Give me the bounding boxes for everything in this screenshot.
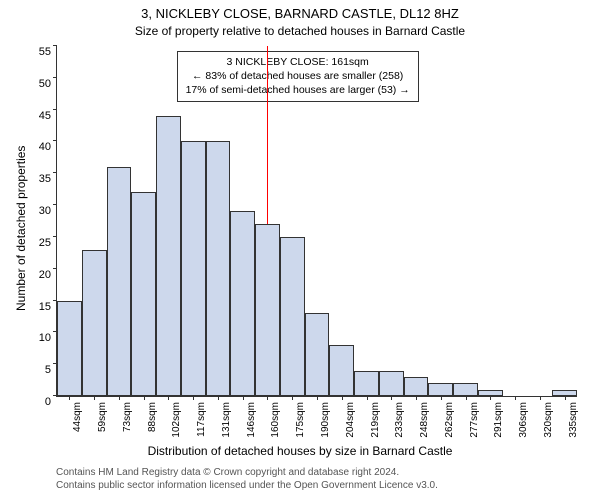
histogram-bar (181, 141, 206, 396)
x-tick-label: 175sqm (295, 402, 306, 438)
x-tick-mark (193, 396, 194, 400)
y-tick-label: 30 (39, 205, 51, 217)
x-tick-label: 291sqm (493, 402, 504, 438)
y-tick-mark (53, 204, 57, 205)
histogram-bar (280, 237, 305, 396)
histogram-bar (230, 211, 255, 396)
x-tick-label: 131sqm (221, 402, 232, 438)
histogram-bar (131, 192, 156, 396)
x-tick-label: 320sqm (543, 402, 554, 438)
y-tick-mark (53, 268, 57, 269)
annotation-line3: 17% of semi-detached houses are larger (… (186, 83, 410, 97)
x-tick-mark (218, 396, 219, 400)
chart-plot-area: 3 NICKLEBY CLOSE: 161sqm ← 83% of detach… (56, 46, 577, 397)
x-tick-mark (119, 396, 120, 400)
x-tick-mark (416, 396, 417, 400)
y-tick-mark (53, 45, 57, 46)
y-axis-label: Number of detached properties (14, 146, 28, 311)
y-tick-mark (53, 172, 57, 173)
y-tick-mark (53, 109, 57, 110)
x-tick-label: 277sqm (469, 402, 480, 438)
x-tick-mark (367, 396, 368, 400)
footer-attribution: Contains HM Land Registry data © Crown c… (56, 466, 438, 492)
x-tick-mark (292, 396, 293, 400)
histogram-bar (305, 313, 330, 396)
y-tick-label: 5 (45, 364, 51, 376)
y-tick-label: 35 (39, 173, 51, 185)
histogram-bar (107, 167, 132, 396)
x-tick-mark (267, 396, 268, 400)
y-tick-label: 10 (39, 332, 51, 344)
annotation-line1: 3 NICKLEBY CLOSE: 161sqm (186, 55, 410, 69)
chart-subtitle: Size of property relative to detached ho… (0, 24, 600, 38)
x-tick-mark (317, 396, 318, 400)
x-tick-mark (168, 396, 169, 400)
chart-container: { "titles": { "line1": "3, NICKLEBY CLOS… (0, 0, 600, 500)
x-tick-mark (540, 396, 541, 400)
x-tick-label: 117sqm (196, 402, 207, 437)
y-tick-label: 25 (39, 237, 51, 249)
x-tick-label: 146sqm (246, 402, 257, 438)
y-tick-label: 15 (39, 301, 51, 313)
x-tick-mark (466, 396, 467, 400)
x-tick-label: 219sqm (370, 402, 381, 438)
x-tick-mark (243, 396, 244, 400)
y-tick-label: 45 (39, 110, 51, 122)
x-tick-mark (490, 396, 491, 400)
y-tick-mark (53, 140, 57, 141)
histogram-bar (404, 377, 429, 396)
x-tick-mark (342, 396, 343, 400)
x-tick-label: 248sqm (419, 402, 430, 438)
y-tick-label: 55 (39, 46, 51, 58)
x-tick-label: 262sqm (444, 402, 455, 438)
x-tick-label: 44sqm (72, 402, 83, 432)
x-tick-label: 73sqm (122, 402, 133, 432)
x-tick-mark (94, 396, 95, 400)
x-tick-label: 59sqm (97, 402, 108, 432)
histogram-bar (156, 116, 181, 396)
x-axis-label: Distribution of detached houses by size … (0, 444, 600, 458)
footer-line2: Contains public sector information licen… (56, 479, 438, 492)
x-tick-mark (441, 396, 442, 400)
annotation-box: 3 NICKLEBY CLOSE: 161sqm ← 83% of detach… (177, 51, 419, 102)
chart-title-address: 3, NICKLEBY CLOSE, BARNARD CASTLE, DL12 … (0, 6, 600, 21)
x-tick-mark (565, 396, 566, 400)
histogram-bar (354, 371, 379, 396)
histogram-bar (57, 301, 82, 396)
x-tick-mark (391, 396, 392, 400)
x-tick-label: 335sqm (568, 402, 579, 438)
y-tick-label: 40 (39, 141, 51, 153)
x-tick-label: 204sqm (345, 402, 356, 438)
x-tick-label: 233sqm (394, 402, 405, 438)
histogram-bar (428, 383, 453, 396)
histogram-bar (453, 383, 478, 396)
y-tick-mark (53, 77, 57, 78)
histogram-bar (206, 141, 231, 396)
x-tick-label: 190sqm (320, 402, 331, 438)
y-tick-label: 50 (39, 78, 51, 90)
x-tick-label: 88sqm (147, 402, 158, 432)
histogram-bar (379, 371, 404, 396)
x-tick-label: 102sqm (171, 402, 182, 438)
annotation-line2: ← 83% of detached houses are smaller (25… (186, 69, 410, 83)
histogram-bar (82, 250, 107, 396)
x-tick-mark (69, 396, 70, 400)
x-tick-mark (515, 396, 516, 400)
histogram-bar (255, 224, 280, 396)
x-tick-label: 160sqm (270, 402, 281, 438)
x-tick-mark (144, 396, 145, 400)
y-tick-label: 0 (45, 396, 51, 408)
y-tick-mark (53, 236, 57, 237)
y-tick-label: 20 (39, 269, 51, 281)
footer-line1: Contains HM Land Registry data © Crown c… (56, 466, 438, 479)
x-tick-label: 306sqm (518, 402, 529, 438)
histogram-bar (329, 345, 354, 396)
